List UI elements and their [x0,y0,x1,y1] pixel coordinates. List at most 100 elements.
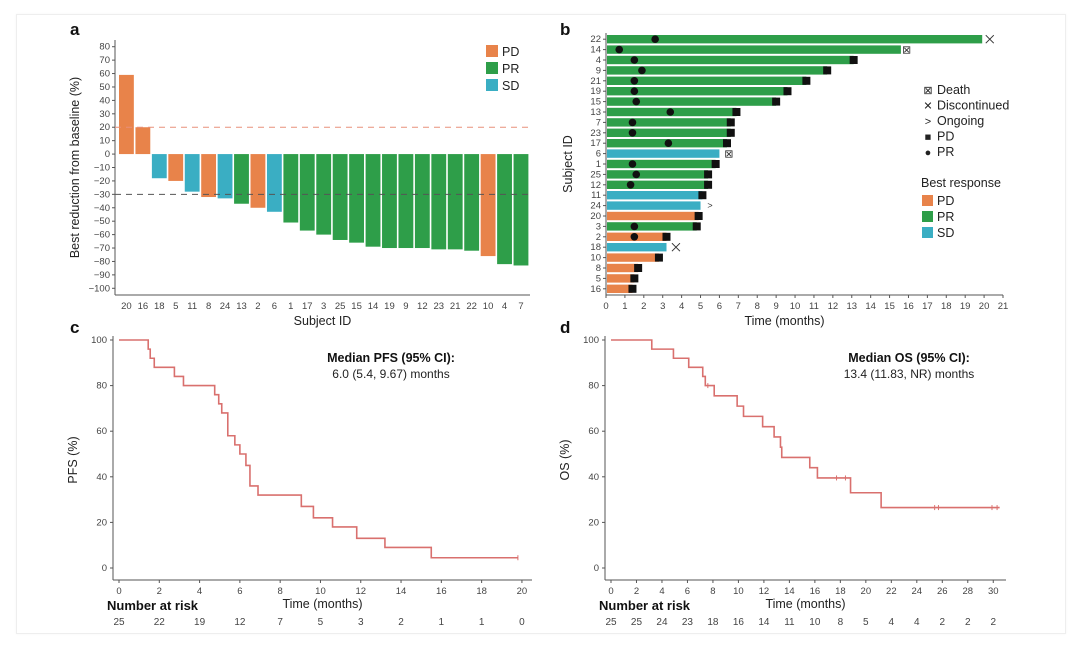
risk-value: 19 [194,617,206,628]
risk-value: 25 [113,617,125,628]
y-tick-label: 70 [99,55,110,66]
x-tick-label: 10 [483,301,494,312]
legend-label-pr: PR [502,62,519,76]
legend-swatch-pr [922,211,933,222]
bar [398,154,414,249]
y-tick-label: 80 [99,42,110,53]
y-tick-label: 40 [96,472,107,483]
legend-label: Death [937,83,970,97]
legend-swatch-pd [486,45,498,57]
risk-table-title: Number at risk [107,598,199,613]
bar [464,154,480,251]
subject-label: 23 [590,128,601,139]
risk-value: 2 [990,617,996,628]
risk-value: 16 [733,617,745,628]
x-tick-label: 15 [351,301,362,312]
x-tick-label: 4 [197,586,202,597]
x-tick-label: 9 [773,301,778,312]
x-tick-label: 16 [436,586,447,597]
x-tick-label: 20 [861,586,872,597]
bar [135,127,151,155]
pd-square-icon: ■ [925,132,932,144]
swim-bar [607,263,639,273]
subject-label: 20 [590,211,601,222]
x-tick-label: 0 [603,301,608,312]
death-marker: ⊠ [724,149,733,161]
x-tick-label: 21 [450,301,461,312]
x-tick-label: 8 [710,586,715,597]
death-icon: ⊠ [923,85,932,97]
subject-label: 7 [596,117,601,128]
pr-marker [628,129,637,137]
pr-marker [630,56,639,64]
median-annotation-value: 6.0 (5.4, 9.67) months [332,367,449,381]
x-tick-label: 20 [121,301,132,312]
risk-value: 4 [914,617,920,628]
median-annotation-title: Median OS (95% CI): [848,351,970,365]
x-tick-label: 10 [315,586,326,597]
legend-label-sd: SD [502,79,519,93]
ongoing-icon: > [925,116,931,128]
pd-marker [722,139,731,148]
swim-bar [607,118,731,127]
risk-value: 4 [889,617,895,628]
y-tick-label: 0 [105,149,110,160]
swim-bar [607,222,697,231]
discontinued-marker [671,242,681,252]
y-tick-label: −90 [94,270,110,281]
pr-marker [632,97,641,106]
y-axis-title: Subject ID [561,135,575,193]
x-tick-label: 10 [790,301,801,312]
subject-label: 2 [596,232,601,243]
legend-label: PD [937,130,954,144]
pd-marker [823,66,832,75]
x-tick-label: 11 [187,301,197,312]
y-tick-label: 60 [588,426,599,437]
pd-marker [783,87,792,96]
x-tick-label: 16 [810,586,821,597]
bar [349,154,364,243]
legend-label: Discontinued [937,99,1009,113]
y-tick-label: 50 [99,82,110,93]
subject-label: 10 [590,253,601,264]
pd-marker [726,128,735,137]
x-tick-label: 25 [335,301,346,312]
x-tick-label: 12 [355,586,366,597]
x-tick-label: 20 [517,586,528,597]
y-axis-title: OS (%) [558,440,572,481]
x-tick-label: 20 [979,301,990,312]
risk-value: 1 [479,617,485,628]
bar [151,154,167,179]
risk-value: 1 [439,617,445,628]
x-tick-label: 17 [302,301,313,312]
x-tick-label: 4 [502,301,507,312]
pd-marker [628,284,637,293]
x-tick-label: 18 [476,586,487,597]
pd-marker [694,212,703,220]
x-tick-label: 12 [828,301,839,312]
x-tick-label: 16 [903,301,914,312]
legend-label-sd: SD [937,226,954,240]
y-tick-label: 20 [99,122,110,133]
survival-curve [611,339,1000,509]
swim-bar [607,128,731,137]
pd-marker [849,56,858,64]
x-tick-label: 0 [608,586,613,597]
pd-marker [704,180,713,189]
x-tick-label: 17 [922,301,933,312]
x-tick-label: 14 [784,586,795,597]
subject-label: 16 [590,284,601,295]
bar [234,154,249,204]
x-tick-label: 4 [659,586,664,597]
risk-value: 25 [605,617,617,628]
subject-label: 8 [596,263,601,274]
risk-value: 2 [965,617,971,628]
swim-bar [607,149,720,158]
x-axis-title: Time (months) [765,597,845,611]
pd-marker [732,108,741,116]
y-tick-label: 100 [583,335,599,346]
panel-label-b: b [560,20,570,39]
risk-value: 11 [784,617,795,628]
x-tick-label: 14 [368,301,379,312]
